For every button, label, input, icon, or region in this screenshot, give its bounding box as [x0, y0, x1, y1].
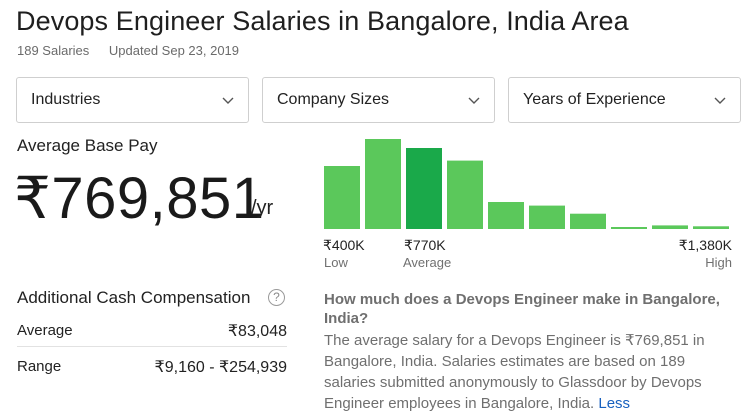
average-base-pay-label: Average Base Pay [17, 136, 158, 155]
cash-range-value: ₹9,160 - ₹254,939 [154, 359, 287, 376]
histogram-low-value: ₹400K [323, 237, 365, 253]
page-meta: 189 Salaries Updated Sep 23, 2019 [17, 43, 239, 58]
company-sizes-dropdown-label: Company Sizes [277, 91, 390, 108]
histogram-average-label: Average [403, 255, 452, 270]
histogram-bar [652, 225, 688, 229]
faq-question: How much does a Devops Engineer make in … [324, 291, 720, 327]
updated-date: Updated Sep 23, 2019 [108, 43, 240, 58]
cash-range-label: Range [17, 358, 62, 375]
industries-dropdown[interactable]: Industries [16, 77, 249, 123]
page-title: Devops Engineer Salaries in Bangalore, I… [16, 6, 629, 36]
years-of-experience-dropdown-label: Years of Experience [523, 91, 666, 108]
chevron-down-icon [222, 97, 234, 104]
histogram-bar [447, 160, 483, 229]
histogram-high-value: ₹1,380K [678, 237, 732, 253]
histogram-bar [365, 139, 401, 229]
cash-average-value: ₹83,048 [227, 323, 287, 340]
question-circle-icon[interactable]: ? [268, 289, 285, 306]
cash-average-label: Average [17, 322, 73, 339]
histogram-average-value: ₹770K [404, 237, 446, 253]
less-link[interactable]: Less [598, 395, 631, 412]
histogram-bar [324, 166, 360, 229]
histogram-bar [693, 226, 729, 229]
histogram-bar [488, 202, 524, 229]
years-of-experience-dropdown[interactable]: Years of Experience [508, 77, 741, 123]
industries-dropdown-label: Industries [31, 91, 101, 108]
pay-period-unit: /yr [251, 197, 274, 219]
row-divider [17, 346, 287, 347]
histogram-low-label: Low [324, 255, 348, 270]
chevron-down-icon [468, 97, 480, 104]
histogram-bar [529, 205, 565, 229]
chevron-down-icon [714, 97, 726, 104]
average-base-pay-value: ₹769,851 [14, 166, 265, 231]
histogram-high-label: High [705, 255, 732, 270]
faq-answer-text: The average salary for a Devops Engineer… [324, 332, 705, 412]
faq-answer: The average salary for a Devops Engineer… [324, 330, 734, 414]
histogram-bar [611, 227, 647, 229]
histogram-bar-average [406, 148, 442, 229]
histogram-bar [570, 213, 606, 229]
salary-count: 189 Salaries [17, 43, 90, 58]
additional-cash-title: Additional Cash Compensation [17, 288, 251, 307]
company-sizes-dropdown[interactable]: Company Sizes [262, 77, 495, 123]
